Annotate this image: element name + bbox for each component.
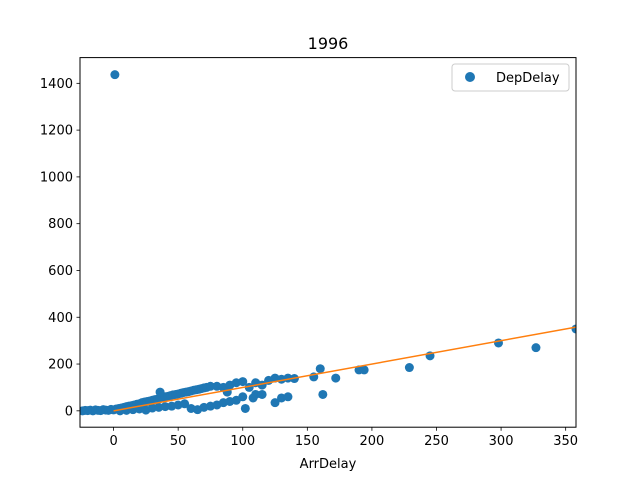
x-axis-label: ArrDelay — [300, 457, 357, 472]
scatter-point — [238, 377, 248, 387]
x-tick-label: 150 — [295, 434, 320, 449]
plot-area — [80, 70, 576, 416]
legend-box — [451, 63, 570, 92]
scatter-point — [180, 399, 190, 409]
y-tick-label: 200 — [48, 358, 73, 373]
scatter-point — [155, 387, 165, 397]
scatter-point — [110, 70, 120, 80]
x-axis-ticks: 0 50 100 150 200 250 300 350 — [109, 427, 578, 449]
y-axis-ticks: 0 200 400 600 800 1000 1200 1400 — [40, 77, 80, 419]
scatter-point — [248, 393, 258, 403]
legend-label-depdelay: DepDelay — [496, 71, 560, 86]
y-tick-label: 800 — [48, 217, 73, 232]
fit-line — [113, 326, 576, 412]
scatter-point — [359, 365, 369, 375]
scatter-point — [257, 389, 267, 399]
x-tick-label: 350 — [553, 434, 578, 449]
y-tick-label: 1200 — [40, 124, 73, 139]
chart-title: 1996 — [308, 34, 349, 53]
legend-marker-depdelay — [465, 72, 475, 82]
scatter-point — [283, 392, 293, 402]
y-tick-label: 600 — [48, 264, 73, 279]
x-tick-label: 250 — [424, 434, 449, 449]
scatter-point — [270, 398, 280, 408]
scatter-point — [315, 364, 325, 374]
scatter-point — [318, 389, 328, 399]
y-tick-label: 400 — [48, 311, 73, 326]
scatter-point — [404, 363, 414, 373]
scatter-point — [205, 381, 215, 391]
y-tick-label: 1000 — [40, 170, 73, 185]
x-tick-label: 50 — [170, 434, 187, 449]
y-tick-label: 0 — [65, 404, 73, 419]
scatter-point — [240, 403, 250, 413]
axes-frame — [79, 57, 577, 428]
x-tick-label: 300 — [489, 434, 514, 449]
scatter-point — [531, 343, 541, 353]
x-tick-label: 0 — [109, 434, 117, 449]
scatter-point — [160, 402, 170, 412]
x-tick-label: 100 — [230, 434, 255, 449]
x-tick-label: 200 — [360, 434, 385, 449]
legend: DepDelay — [451, 63, 570, 92]
scatter-point — [331, 373, 341, 383]
y-tick-label: 1400 — [40, 77, 73, 92]
scatter-point — [238, 392, 248, 402]
